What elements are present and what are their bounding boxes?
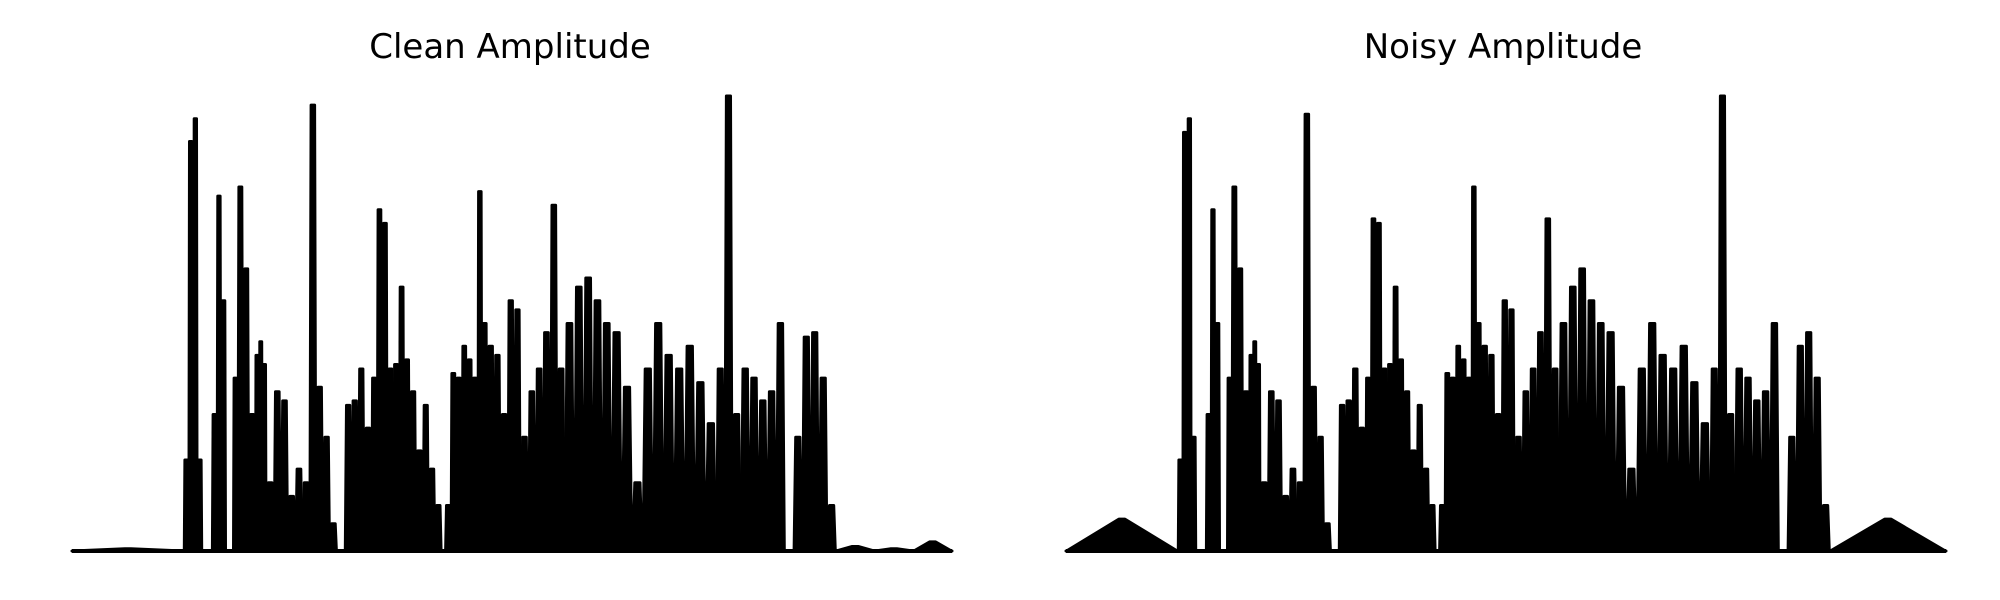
- chart-clean-amplitude: Clean Amplitude: [70, 27, 954, 553]
- amplitude-segment: [1603, 322, 1659, 553]
- plot-area-clean: [70, 94, 954, 553]
- amplitude-segment: [1295, 112, 1333, 553]
- amplitude-segment: [210, 194, 228, 553]
- amplitude-segment: [1337, 367, 1367, 553]
- amplitude-segment: [1402, 390, 1438, 553]
- amplitude-segment: [1363, 217, 1389, 553]
- amplitude-segment: [485, 299, 523, 553]
- plot-area-noisy: [1064, 94, 1948, 553]
- chart-noisy-amplitude: Noisy Amplitude: [1064, 27, 1948, 553]
- amplitude-segment: [1464, 185, 1483, 553]
- amplitude-segment: [408, 390, 444, 553]
- amplitude-segment: [265, 390, 305, 553]
- amplitude-segment: [443, 344, 474, 553]
- amplitude-segment: [661, 344, 718, 553]
- amplitude-segment: [792, 331, 838, 553]
- amplitude-segment: [1786, 331, 1832, 553]
- amplitude-segment: [739, 322, 787, 553]
- amplitude-segment: [609, 322, 665, 553]
- amplitude-segment: [343, 367, 373, 553]
- amplitude-segment: [714, 94, 743, 553]
- amplitude-segment: [1513, 217, 1561, 553]
- amplitude-segment: [1828, 517, 1948, 553]
- chart-title-clean: Clean Amplitude: [369, 27, 651, 67]
- amplitude-segment: [1479, 299, 1517, 553]
- amplitude-segment: [563, 276, 613, 553]
- amplitude-segment: [1655, 344, 1712, 553]
- amplitude-segment: [391, 285, 412, 553]
- amplitude-segment: [834, 540, 954, 553]
- amplitude-segment: [1385, 285, 1406, 553]
- amplitude-segment: [182, 117, 204, 553]
- amplitude-segment: [301, 103, 339, 553]
- amplitude-segment: [1733, 322, 1781, 553]
- amplitude-segment: [1557, 267, 1607, 553]
- amplitude-segment: [470, 190, 489, 553]
- amplitude-segment: [1204, 208, 1222, 553]
- amplitude-segment: [1176, 117, 1198, 553]
- amplitude-segment: [369, 208, 395, 553]
- amplitude-segment: [253, 340, 268, 553]
- amplitude-segment: [1437, 344, 1468, 553]
- amplitude-segment: [519, 203, 567, 553]
- amplitude-segment: [70, 547, 186, 553]
- amplitude-segment: [1247, 340, 1262, 553]
- amplitude-segment: [1708, 94, 1737, 553]
- amplitude-segment: [1259, 390, 1299, 553]
- chart-title-noisy: Noisy Amplitude: [1364, 27, 1643, 67]
